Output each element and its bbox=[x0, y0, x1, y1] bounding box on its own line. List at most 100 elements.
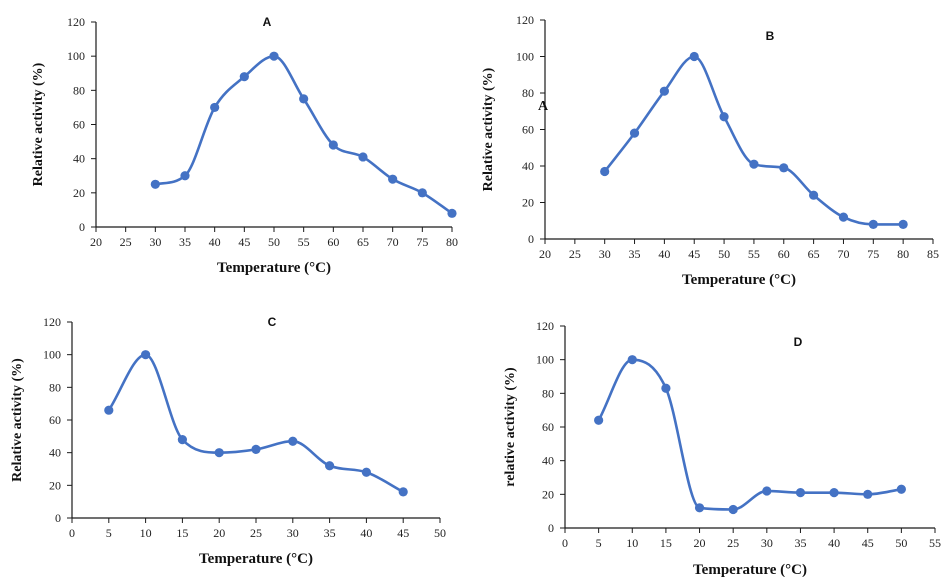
data-point bbox=[728, 504, 738, 515]
x-tick-label: 30 bbox=[149, 235, 161, 249]
x-tick-label: 80 bbox=[446, 235, 458, 249]
data-point bbox=[661, 383, 671, 393]
x-tick-label: 35 bbox=[324, 526, 336, 540]
data-point bbox=[398, 487, 408, 497]
data-point bbox=[779, 163, 789, 173]
data-point bbox=[600, 166, 610, 177]
y-tick-label: 80 bbox=[73, 83, 85, 97]
series-line bbox=[603, 55, 905, 226]
y-tick-label: 40 bbox=[49, 446, 61, 460]
data-point bbox=[749, 159, 759, 169]
x-axis-title: Temperature (°C) bbox=[682, 272, 796, 288]
chart-panel-c: 0 20 40 60 80 100 120 0 5 10 15 20 25 30 35 40 45 50 Tempe… bbox=[10, 315, 446, 567]
y-tick-label: 40 bbox=[522, 159, 534, 173]
series-line bbox=[107, 353, 405, 494]
data-point bbox=[177, 435, 187, 445]
data-point bbox=[358, 152, 368, 162]
x-axis-title: Temperature (°C) bbox=[199, 551, 313, 567]
y-axis-title: Relative activity (%) bbox=[481, 67, 496, 191]
y-tick-label: 60 bbox=[73, 118, 85, 132]
y-axis-title: Relative activity (%) bbox=[31, 62, 46, 186]
data-point bbox=[694, 503, 705, 513]
x-tick-label: 0 bbox=[69, 526, 75, 540]
y-axis-title: Relative activity (%) bbox=[10, 358, 25, 482]
series-line bbox=[154, 54, 454, 215]
data-point bbox=[210, 102, 220, 113]
x-tick-label: 25 bbox=[120, 235, 132, 249]
y-tick-label: 40 bbox=[542, 454, 554, 468]
data-point bbox=[214, 448, 224, 458]
x-tick-label: 45 bbox=[688, 247, 700, 261]
data-point bbox=[299, 94, 309, 104]
y-tick-label: 100 bbox=[516, 50, 534, 64]
data-point bbox=[795, 488, 806, 498]
chart-panel-b: 0 20 40 60 80 100 120 20 25 30 35 40 45 50 55 60 65 70 75 8… bbox=[481, 13, 939, 288]
x-tick-label: 85 bbox=[927, 247, 939, 261]
x-tick-label: 20 bbox=[694, 536, 706, 550]
x-tick-label: 20 bbox=[539, 247, 551, 261]
x-tick-label: 60 bbox=[327, 235, 339, 249]
x-tick-label: 35 bbox=[179, 235, 191, 249]
x-tick-label: 75 bbox=[416, 235, 428, 249]
x-tick-label: 10 bbox=[140, 526, 152, 540]
x-tick-label: 5 bbox=[106, 526, 112, 540]
panel-title: B bbox=[766, 29, 775, 43]
x-tick-label: 70 bbox=[387, 235, 399, 249]
y-axis-title: relative activity (%) bbox=[503, 367, 518, 487]
x-tick-label: 15 bbox=[176, 526, 188, 540]
x-tick-label: 30 bbox=[599, 247, 611, 261]
y-tick-label: 120 bbox=[43, 315, 61, 329]
y-tick-label: 0 bbox=[79, 220, 85, 234]
x-tick-label: 45 bbox=[397, 526, 409, 540]
annotation-label: A bbox=[538, 99, 549, 114]
y-tick-label: 60 bbox=[522, 123, 534, 137]
y-tick-label: 20 bbox=[542, 487, 554, 501]
x-tick-label: 20 bbox=[213, 526, 225, 540]
y-tick-label: 20 bbox=[73, 186, 85, 200]
data-point bbox=[719, 112, 729, 122]
data-point bbox=[180, 171, 190, 181]
series-line bbox=[597, 358, 903, 511]
y-tick-label: 20 bbox=[49, 478, 61, 492]
panel-title: D bbox=[794, 335, 803, 349]
x-axis-title: Temperature (°C) bbox=[693, 562, 807, 577]
data-point bbox=[104, 405, 114, 415]
data-point bbox=[417, 188, 427, 198]
data-point bbox=[447, 208, 457, 218]
x-axis-title: Temperature (°C) bbox=[217, 260, 331, 276]
x-tick-label: 5 bbox=[596, 536, 602, 550]
y-tick-label: 80 bbox=[522, 86, 534, 100]
x-tick-label: 35 bbox=[629, 247, 641, 261]
y-tick-label: 80 bbox=[542, 386, 554, 400]
x-tick-label: 50 bbox=[895, 536, 907, 550]
data-point bbox=[896, 484, 906, 494]
data-point bbox=[809, 190, 819, 200]
x-tick-label: 70 bbox=[837, 247, 849, 261]
x-tick-label: 20 bbox=[90, 235, 102, 249]
x-tick-label: 25 bbox=[569, 247, 581, 261]
x-tick-label: 55 bbox=[298, 235, 310, 249]
data-point bbox=[361, 467, 371, 477]
data-point bbox=[629, 128, 640, 138]
data-point bbox=[141, 350, 151, 360]
x-tick-label: 40 bbox=[360, 526, 372, 540]
x-tick-label: 50 bbox=[434, 526, 446, 540]
x-tick-label: 65 bbox=[808, 247, 820, 261]
y-tick-label: 120 bbox=[516, 13, 534, 27]
y-tick-label: 120 bbox=[536, 319, 554, 333]
x-tick-label: 25 bbox=[250, 526, 262, 540]
data-point bbox=[328, 140, 338, 150]
x-tick-label: 40 bbox=[828, 536, 840, 550]
y-tick-label: 60 bbox=[49, 413, 61, 427]
y-tick-label: 100 bbox=[536, 353, 554, 367]
x-tick-label: 25 bbox=[727, 536, 739, 550]
x-tick-label: 75 bbox=[867, 247, 879, 261]
x-tick-label: 40 bbox=[209, 235, 221, 249]
data-point bbox=[838, 212, 849, 222]
data-point bbox=[762, 486, 772, 496]
x-tick-label: 80 bbox=[897, 247, 909, 261]
chart-panel-d: 0 20 40 60 80 100 120 0 5 10 15 20 25 30 35 40 45 50 55 Tem… bbox=[503, 319, 941, 577]
x-tick-label: 0 bbox=[562, 536, 568, 550]
x-tick-label: 30 bbox=[761, 536, 773, 550]
